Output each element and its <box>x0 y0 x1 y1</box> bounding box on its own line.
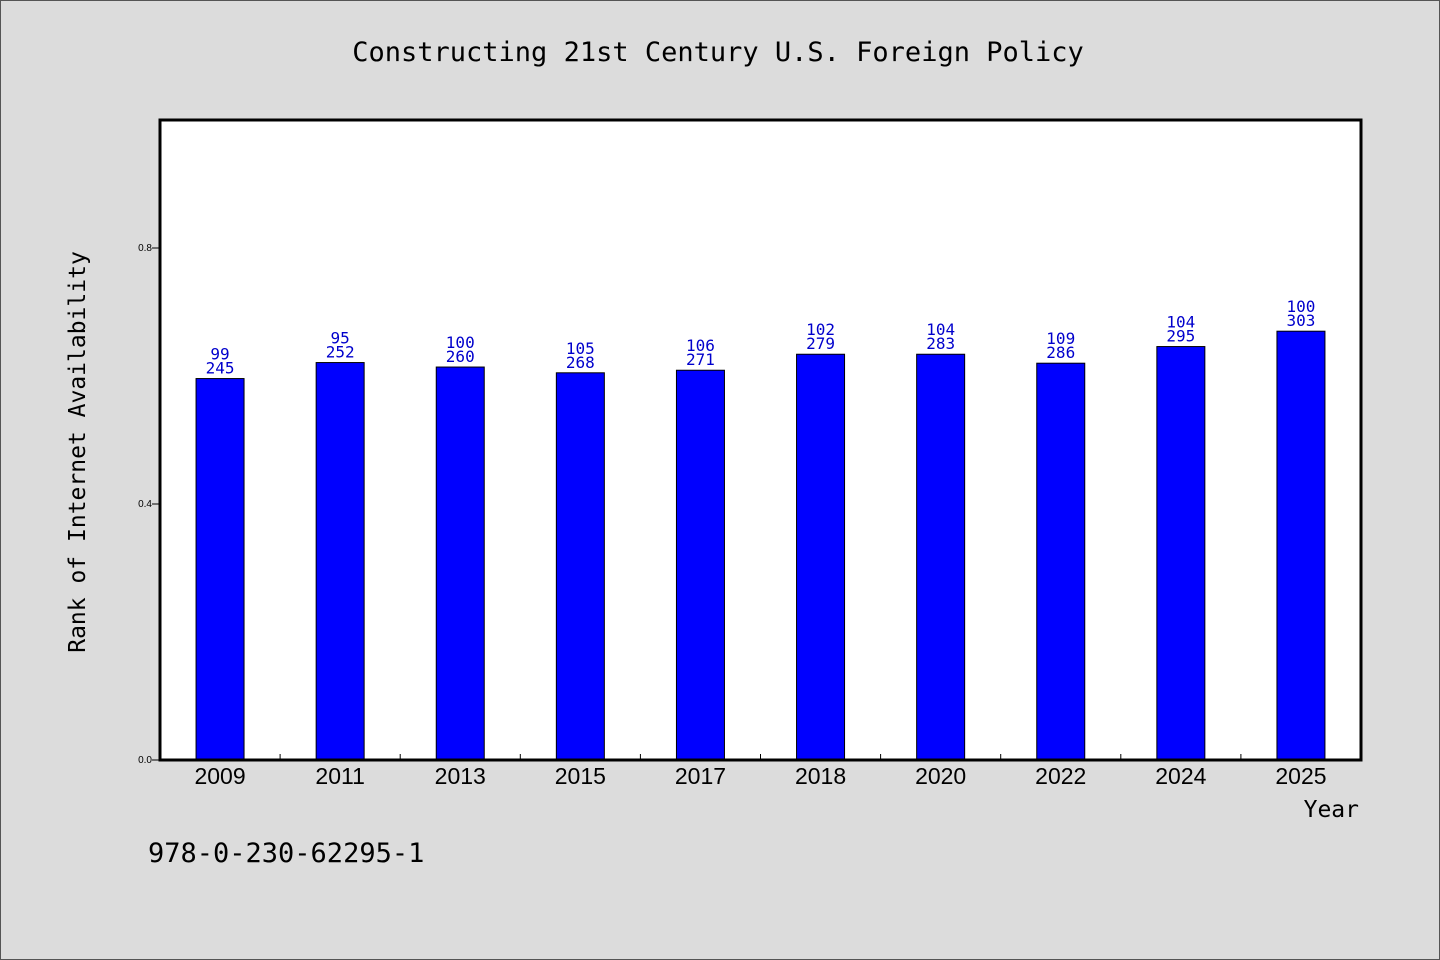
data-label-bottom: 279 <box>806 334 835 353</box>
bar <box>435 366 485 761</box>
bar <box>675 369 725 761</box>
data-label-top: 105 <box>566 339 595 358</box>
x-tick-label: 2017 <box>675 763 726 789</box>
x-tick-label: 2020 <box>915 763 966 789</box>
data-label-bottom: 295 <box>1166 327 1195 346</box>
data-label-bottom: 283 <box>926 334 955 353</box>
data-label-top: 99 <box>210 345 229 364</box>
category-labels: 2009 2011 2013 2015 2017 2018 2020 2022 2024 2025 <box>194 763 1326 789</box>
x-tick-label: 2015 <box>555 763 606 789</box>
x-tick-label: 2022 <box>1035 763 1086 789</box>
x-axis-label: Year <box>1304 797 1359 823</box>
data-label-bottom: 303 <box>1286 311 1315 330</box>
bar <box>195 378 245 761</box>
bar <box>1036 362 1086 761</box>
data-label-top: 100 <box>446 333 475 352</box>
y-axis-label: Rank of Internet Availability <box>65 251 91 653</box>
bar <box>315 362 365 761</box>
isbn-text: 978-0-230-62295-1 <box>148 838 424 869</box>
data-label-top: 104 <box>926 320 955 339</box>
data-label-top: 100 <box>1286 297 1315 316</box>
data-label-bottom: 286 <box>1046 343 1075 362</box>
x-tick-label: 2011 <box>315 763 364 789</box>
plot-border <box>158 118 1363 762</box>
bar <box>1156 346 1206 761</box>
bar <box>796 353 846 761</box>
data-label-bottom: 260 <box>446 347 475 366</box>
data-label-bottom: 271 <box>686 350 715 369</box>
x-tick-label: 2013 <box>435 763 486 789</box>
y-tick-label: 0.4 <box>138 499 152 510</box>
y-ticks: 0.0 0.4 0.8 <box>138 243 160 766</box>
x-tick-label: 2018 <box>795 763 846 789</box>
y-tick-label: 0.8 <box>138 243 152 254</box>
bar <box>555 372 605 761</box>
data-label-top: 109 <box>1046 329 1075 348</box>
x-tick-label: 2024 <box>1155 763 1206 789</box>
data-label-bottom: 268 <box>566 353 595 372</box>
data-label-top: 95 <box>331 329 350 348</box>
bar <box>916 353 966 761</box>
data-label-top: 106 <box>686 336 715 355</box>
bars <box>195 330 1326 761</box>
data-label-top: 102 <box>806 320 835 339</box>
data-label-bottom: 252 <box>326 343 355 362</box>
chart-title: Constructing 21st Century U.S. Foreign P… <box>352 37 1084 68</box>
x-tick-label: 2025 <box>1275 763 1326 789</box>
x-tick-label: 2009 <box>194 763 245 789</box>
y-tick-label: 0.0 <box>138 755 152 766</box>
data-label-top: 104 <box>1166 313 1195 332</box>
data-label-bottom: 245 <box>206 359 235 378</box>
bar <box>1276 330 1326 761</box>
